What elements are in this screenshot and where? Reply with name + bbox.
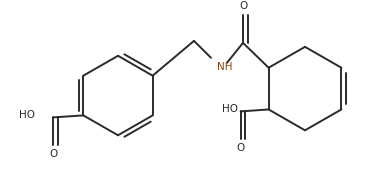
Text: O: O: [236, 143, 245, 153]
Text: O: O: [49, 149, 58, 159]
Text: NH: NH: [217, 62, 233, 72]
Text: O: O: [239, 1, 247, 11]
Text: HO: HO: [19, 110, 35, 120]
Text: HO: HO: [222, 104, 237, 115]
